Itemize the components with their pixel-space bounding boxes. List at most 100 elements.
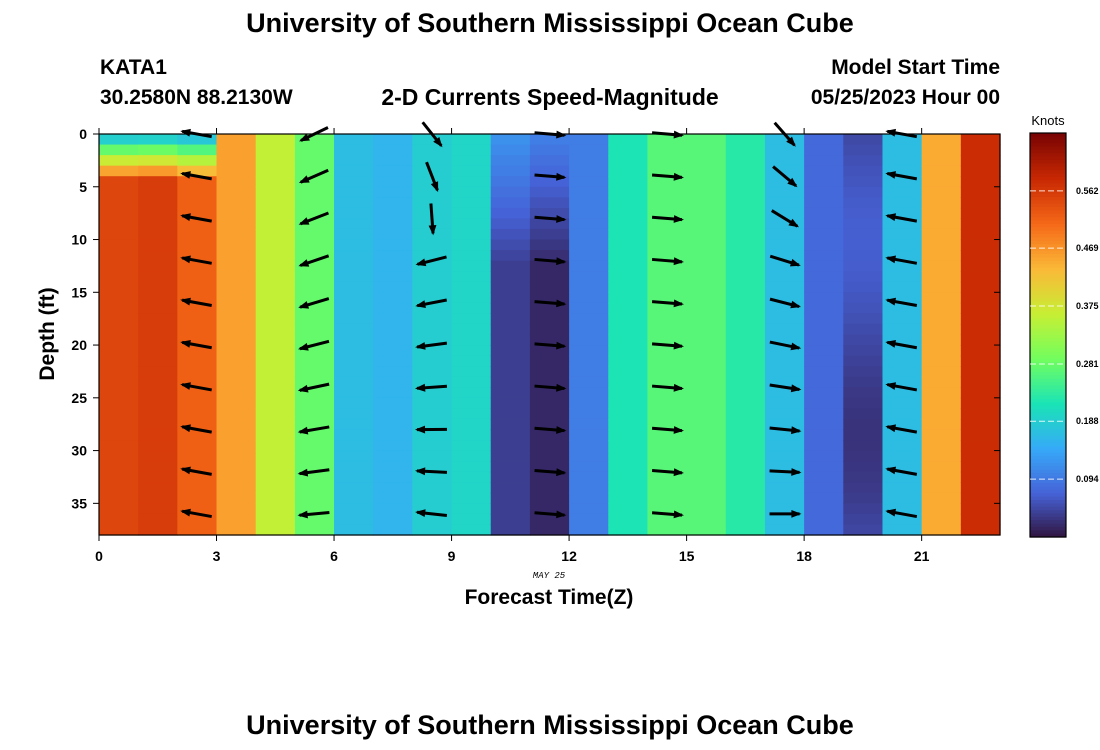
heatmap-cell bbox=[294, 260, 335, 272]
current-vector bbox=[885, 213, 918, 223]
heatmap-cell bbox=[529, 334, 570, 346]
heatmap-cell bbox=[764, 376, 805, 388]
heatmap-cell bbox=[255, 218, 296, 230]
heatmap-cell bbox=[490, 429, 531, 441]
heatmap-cell bbox=[490, 503, 531, 515]
heatmap bbox=[99, 134, 1001, 536]
heatmap-cell bbox=[882, 155, 923, 167]
heatmap-cell bbox=[529, 482, 570, 494]
heatmap-cell bbox=[764, 239, 805, 251]
heatmap-cell bbox=[138, 492, 178, 504]
heatmap-cell bbox=[529, 440, 570, 452]
colorbar-segment bbox=[1030, 143, 1066, 148]
heatmap-cell bbox=[882, 176, 923, 188]
heatmap-cell bbox=[882, 165, 923, 177]
heatmap-cell bbox=[608, 492, 649, 504]
heatmap-cell bbox=[647, 513, 688, 526]
heatmap-cell bbox=[725, 302, 766, 314]
heatmap-cell bbox=[373, 186, 413, 198]
heatmap-cell bbox=[177, 218, 218, 230]
heatmap-cell bbox=[99, 355, 139, 367]
heatmap-cell bbox=[804, 239, 844, 251]
heatmap-cell bbox=[451, 281, 492, 293]
colorbar-segment bbox=[1030, 510, 1066, 515]
heatmap-cell bbox=[569, 239, 609, 251]
current-vector bbox=[651, 383, 684, 392]
colorbar-segment bbox=[1030, 493, 1066, 498]
heatmap-cell bbox=[569, 281, 609, 293]
heatmap-cell bbox=[804, 450, 844, 462]
colorbar-segment bbox=[1030, 223, 1066, 228]
heatmap-cell bbox=[921, 387, 962, 399]
heatmap-cell bbox=[921, 155, 962, 167]
heatmap-cell bbox=[647, 397, 688, 409]
heatmap-cell bbox=[882, 313, 923, 325]
heatmap-cell bbox=[921, 513, 962, 526]
colorbar-segment bbox=[1030, 516, 1066, 521]
heatmap-cell bbox=[373, 334, 413, 346]
colorbar-segment bbox=[1030, 449, 1066, 454]
current-vector bbox=[534, 215, 567, 223]
current-vector bbox=[180, 382, 212, 392]
heatmap-cell bbox=[294, 524, 335, 536]
heatmap-cell bbox=[647, 281, 688, 293]
heatmap-cell bbox=[177, 408, 218, 420]
heatmap-cell bbox=[451, 429, 492, 441]
heatmap-cell bbox=[921, 228, 962, 241]
heatmap-cell bbox=[216, 218, 257, 230]
colorbar-segment bbox=[1030, 217, 1066, 222]
heatmap-cell bbox=[764, 355, 805, 367]
colorbar-segment bbox=[1030, 499, 1066, 504]
heatmap-cell bbox=[451, 165, 492, 177]
heatmap-cell bbox=[804, 134, 844, 146]
heatmap-cell bbox=[608, 440, 649, 452]
heatmap-cell bbox=[294, 387, 335, 399]
heatmap-cell bbox=[451, 302, 492, 314]
heatmap-cell bbox=[725, 418, 766, 431]
current-vector bbox=[651, 468, 684, 477]
heatmap-cell bbox=[529, 471, 570, 483]
heatmap-cell bbox=[490, 218, 531, 230]
colorbar-segment bbox=[1030, 368, 1066, 373]
heatmap-cell bbox=[216, 313, 257, 325]
heatmap-cell bbox=[921, 366, 962, 378]
heatmap-cell bbox=[216, 482, 257, 494]
heatmap-cell bbox=[569, 524, 609, 536]
colorbar-segment bbox=[1030, 149, 1066, 154]
heatmap-cell bbox=[451, 186, 492, 198]
heatmap-cell bbox=[412, 186, 453, 198]
heatmap-cell bbox=[451, 376, 492, 388]
heatmap-cell bbox=[373, 482, 413, 494]
heatmap-cell bbox=[255, 450, 296, 462]
heatmap-cell bbox=[490, 292, 531, 304]
colorbar-segment bbox=[1030, 237, 1066, 242]
heatmap-cell bbox=[843, 355, 884, 367]
heatmap-cell bbox=[334, 513, 374, 526]
heatmap-cell bbox=[451, 418, 492, 431]
heatmap-cell bbox=[412, 471, 453, 483]
heatmap-cell bbox=[725, 397, 766, 409]
heatmap-cell bbox=[804, 334, 844, 346]
heatmap-cell bbox=[99, 281, 139, 293]
heatmap-cell bbox=[921, 355, 962, 367]
heatmap-cell bbox=[255, 334, 296, 346]
heatmap-cell bbox=[294, 155, 335, 167]
x-axis-label: Forecast Time(Z) bbox=[465, 586, 634, 609]
heatmap-cell bbox=[608, 503, 649, 515]
heatmap-cell bbox=[921, 492, 962, 504]
heatmap-cell bbox=[882, 408, 923, 420]
heatmap-cell bbox=[490, 397, 531, 409]
heatmap-cell bbox=[569, 334, 609, 346]
heatmap-cell bbox=[177, 176, 218, 188]
colorbar-frame bbox=[1029, 132, 1067, 538]
heatmap-cell bbox=[725, 228, 766, 241]
heatmap-cell bbox=[216, 524, 257, 536]
heatmap-cell bbox=[843, 197, 884, 209]
heatmap-cell bbox=[804, 524, 844, 536]
heatmap-cell bbox=[490, 250, 531, 262]
heatmap-cell bbox=[255, 461, 296, 473]
heatmap-cell bbox=[882, 239, 923, 251]
colorbar-segment bbox=[1030, 395, 1066, 400]
heatmap-cell bbox=[569, 492, 609, 504]
heatmap-cell bbox=[686, 239, 727, 251]
